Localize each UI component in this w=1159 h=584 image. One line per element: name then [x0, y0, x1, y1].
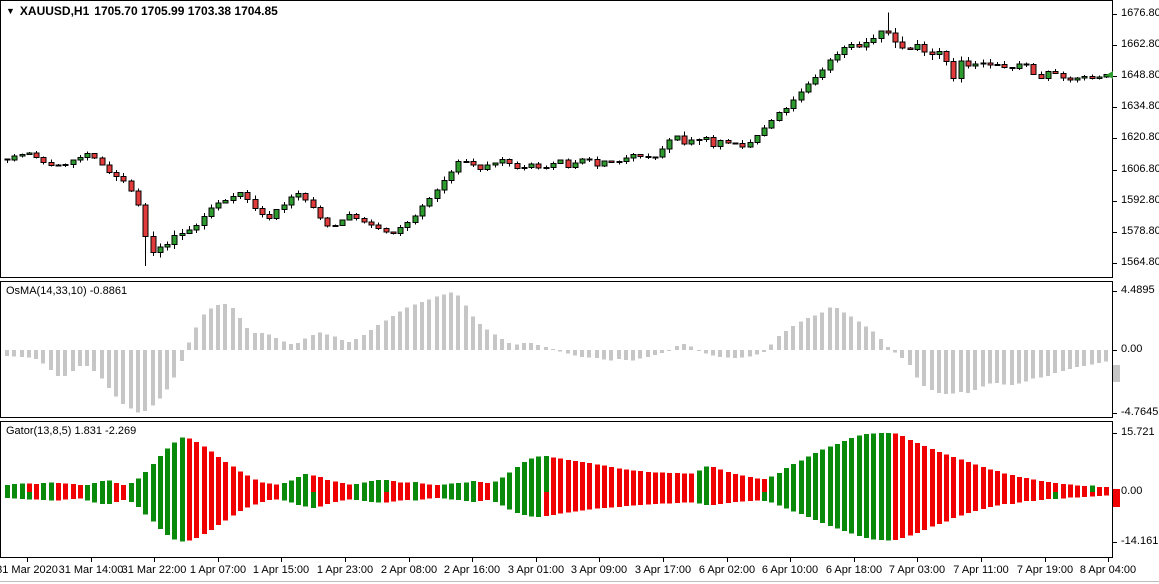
- gator-panel[interactable]: Gator(13,8,5) 1.831 -2.269: [0, 421, 1113, 558]
- symbol-dropdown-icon: ▼: [6, 6, 15, 16]
- axis-value-label: 1634.80: [1121, 100, 1159, 112]
- gator-current-value-marker: [1113, 489, 1120, 507]
- gator-upper-bars: [5, 432, 1109, 492]
- time-axis-label: 6 Apr 10:00: [761, 564, 819, 576]
- axis-tick-mark: [1112, 291, 1117, 292]
- osma-bars: [5, 292, 1108, 413]
- time-axis-label: 31 Mar 22:00: [121, 564, 187, 576]
- time-tick-mark: [663, 558, 664, 562]
- axis-value-label: 1620.80: [1121, 131, 1159, 143]
- axis-tick-mark: [1112, 201, 1117, 202]
- chart-title: ▼ XAUUSD,H1 1705.70 1705.99 1703.38 1704…: [6, 4, 278, 18]
- osma-current-value-marker: [1113, 364, 1120, 382]
- time-axis-label: 3 Apr 01:00: [507, 564, 565, 576]
- time-axis-label: 7 Apr 03:00: [888, 564, 946, 576]
- time-tick-mark: [854, 558, 855, 562]
- time-tick-mark: [281, 558, 282, 562]
- time-axis-label: 3 Apr 17:00: [634, 564, 692, 576]
- time-tick-mark: [472, 558, 473, 562]
- time-axis-label: 31 Mar 14:00: [58, 564, 124, 576]
- osma-panel[interactable]: OsMA(14,33,10) -0.8861: [0, 281, 1113, 418]
- time-axis-label: 6 Apr 02:00: [698, 564, 756, 576]
- window-bottom-edge: [0, 581, 1159, 582]
- axis-value-label: -4.7645: [1121, 406, 1159, 418]
- chart-quote-label: 1705.70 1705.99 1703.38 1704.85: [94, 4, 278, 18]
- axis-tick-mark: [1112, 263, 1117, 264]
- time-tick-mark: [91, 558, 92, 562]
- axis-value-label: 1564.80: [1121, 256, 1159, 268]
- axis-value-label: -14.161: [1121, 535, 1159, 547]
- chart-symbol-label: XAUUSD,H1: [19, 4, 90, 18]
- time-tick-mark: [218, 558, 219, 562]
- axis-value-label: 15.721: [1121, 426, 1155, 438]
- time-axis-label: 2 Apr 16:00: [443, 564, 501, 576]
- time-axis-label: 2 Apr 08:00: [380, 564, 438, 576]
- axis-value-label: 1578.80: [1121, 225, 1159, 237]
- axis-tick-mark: [1112, 232, 1117, 233]
- axis-value-label: 1606.80: [1121, 163, 1159, 175]
- time-tick-mark: [154, 558, 155, 562]
- time-tick-mark: [1045, 558, 1046, 562]
- axis-tick-mark: [1112, 107, 1117, 108]
- axis-value-label: 0.00: [1121, 485, 1143, 497]
- time-tick-mark: [409, 558, 410, 562]
- time-axis-label: 6 Apr 18:00: [825, 564, 883, 576]
- axis-tick-mark: [1112, 14, 1117, 15]
- axis-tick-mark: [1112, 433, 1117, 434]
- axis-tick-mark: [1112, 138, 1117, 139]
- time-axis[interactable]: 31 Mar 2020 31 Mar 14:00 31 Mar 22:00 1 Apr…: [0, 558, 1159, 584]
- time-tick-mark: [981, 558, 982, 562]
- time-tick-mark: [1108, 558, 1109, 562]
- axis-tick-mark: [1112, 76, 1117, 77]
- time-axis-label: 31 Mar 2020: [0, 564, 58, 576]
- time-tick-mark: [727, 558, 728, 562]
- axis-value-label: 4.4895: [1121, 284, 1155, 296]
- time-axis-label: 1 Apr 23:00: [316, 564, 374, 576]
- time-tick-mark: [345, 558, 346, 562]
- axis-tick-mark: [1112, 542, 1117, 543]
- gator-indicator-label: Gator(13,8,5) 1.831 -2.269: [6, 425, 137, 437]
- time-axis-label: 1 Apr 07:00: [189, 564, 247, 576]
- osma-indicator-label: OsMA(14,33,10) -0.8861: [6, 285, 128, 297]
- current-price-marker: [1106, 71, 1113, 80]
- time-tick-mark: [599, 558, 600, 562]
- osma-histogram-chart[interactable]: [1, 282, 1112, 417]
- time-axis-label: 1 Apr 15:00: [252, 564, 310, 576]
- axis-value-label: 1676.80: [1121, 7, 1159, 19]
- axis-tick-mark: [1112, 413, 1117, 414]
- time-tick-mark: [27, 558, 28, 562]
- gator-histogram-chart[interactable]: [1, 422, 1112, 557]
- time-axis-label: 3 Apr 09:00: [570, 564, 628, 576]
- axis-value-label: 1592.80: [1121, 194, 1159, 206]
- candlesticks: [4, 12, 1110, 266]
- axis-value-label: 1648.80: [1121, 69, 1159, 81]
- time-tick-mark: [536, 558, 537, 562]
- axis-value-label: 1662.80: [1121, 38, 1159, 50]
- axis-tick-mark: [1112, 350, 1117, 351]
- candlestick-chart[interactable]: [1, 1, 1112, 277]
- time-axis-label: 7 Apr 11:00: [953, 564, 1009, 576]
- time-axis-label: 7 Apr 19:00: [1016, 564, 1074, 576]
- time-tick-mark: [790, 558, 791, 562]
- axis-value-label: 0.00: [1121, 343, 1143, 355]
- time-tick-mark: [917, 558, 918, 562]
- gator-lower-bars: [5, 492, 1109, 542]
- axis-tick-mark: [1112, 170, 1117, 171]
- price-panel[interactable]: ▼ XAUUSD,H1 1705.70 1705.99 1703.38 1704…: [0, 0, 1113, 278]
- axis-tick-mark: [1112, 45, 1117, 46]
- time-axis-label: 8 Apr 04:00: [1079, 564, 1137, 576]
